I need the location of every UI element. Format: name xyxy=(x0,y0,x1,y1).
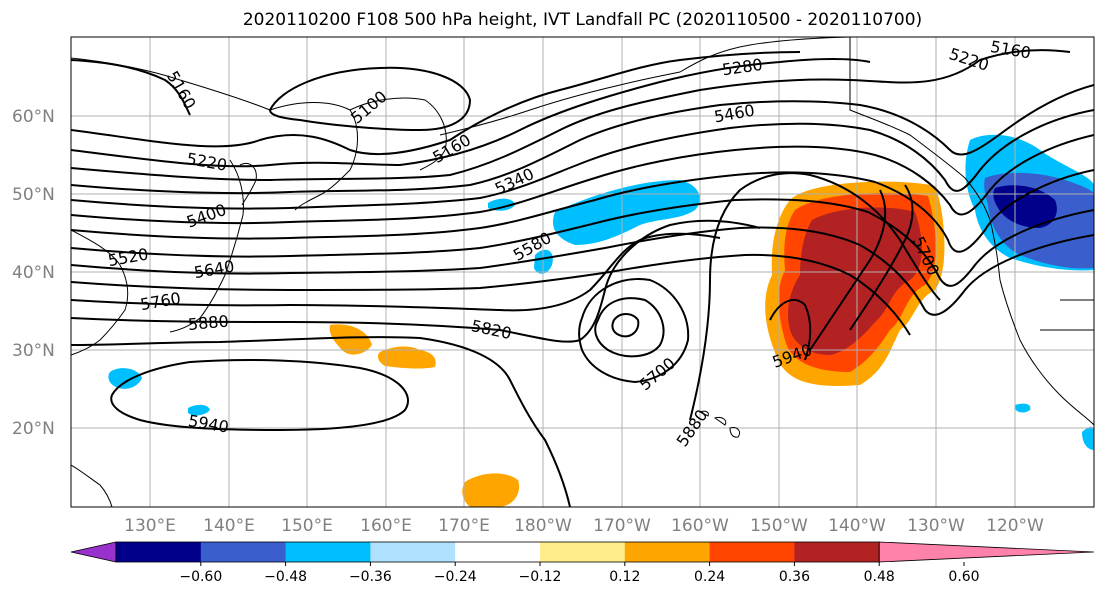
colorbar-tick-label: 0.12 xyxy=(609,569,640,585)
ivt-positive-patch-a xyxy=(329,324,372,355)
colorbar-tick-label: 0.48 xyxy=(864,569,895,585)
lon-label: 170°W xyxy=(593,516,651,536)
ivt-positive-patch-c xyxy=(462,473,520,507)
longitude-labels: 130°E 140°E 150°E 160°E 170°E 180°W 170°… xyxy=(124,516,1044,536)
lon-label: 140°W xyxy=(828,516,886,536)
map-title: 2020110200 F108 500 hPa height, IVT Land… xyxy=(242,10,923,30)
ivt-negative-patch-b xyxy=(488,198,515,211)
ivt-negative-patch-e xyxy=(1015,403,1031,413)
coastlines xyxy=(71,37,1094,507)
colorbar-segment xyxy=(200,542,287,562)
colorbar-segment xyxy=(116,542,202,562)
ivt-positive-patch-b xyxy=(377,346,436,369)
colorbar-segment xyxy=(370,542,456,562)
colorbar-tick-label: 0.24 xyxy=(694,569,725,585)
lat-label: 30°N xyxy=(12,341,55,361)
lon-label: 120°W xyxy=(986,516,1044,536)
lon-label: 130°W xyxy=(907,516,965,536)
colorbar-tick-label: −0.12 xyxy=(519,569,562,585)
lon-label: 160°E xyxy=(360,516,412,536)
colorbar-tick-label: −0.36 xyxy=(349,569,392,585)
colorbar-tick-label: −0.48 xyxy=(264,569,307,585)
lon-label: 180°W xyxy=(514,516,572,536)
colorbar-tick-label: −0.24 xyxy=(434,569,477,585)
ivt-negative-west-coast-inner xyxy=(993,185,1057,228)
ivt-negative-band-central xyxy=(552,180,700,245)
lat-label: 40°N xyxy=(12,263,55,283)
colorbar-outline xyxy=(115,541,880,563)
map-frame xyxy=(70,36,1095,508)
ivt-negative-patch-d xyxy=(188,404,210,416)
colorbar-segment xyxy=(624,542,711,562)
colorbar-tick-label: 0.60 xyxy=(948,569,979,585)
height-contours xyxy=(71,49,1094,507)
lon-label: 130°E xyxy=(124,516,176,536)
lon-label: 150°E xyxy=(281,516,333,536)
ivt-negative-patch-f xyxy=(1082,426,1094,450)
colorbar-extend-min xyxy=(70,541,117,563)
colorbar-segment xyxy=(709,542,795,562)
lon-label: 150°W xyxy=(750,516,808,536)
colorbar-extend-max xyxy=(878,541,1095,563)
colorbar-segment xyxy=(540,542,626,562)
lat-label: 60°N xyxy=(12,107,55,127)
lat-label: 20°N xyxy=(12,419,55,439)
ivt-negative-patch-c xyxy=(108,368,142,389)
colorbar-tick-label: −0.60 xyxy=(179,569,222,585)
lon-label: 170°E xyxy=(438,516,490,536)
colorbar: −0.60 −0.48 −0.36 −0.24 −0.12 0.12 0.24 0.36 0.4… xyxy=(70,541,1095,585)
colorbar-segment xyxy=(455,542,541,562)
latitude-labels: 60°N 50°N 40°N 30°N 20°N xyxy=(12,107,55,439)
contour-label: 5880 xyxy=(187,312,229,334)
lon-label: 140°E xyxy=(203,516,255,536)
colorbar-tick-label: 0.36 xyxy=(779,569,810,585)
lon-label: 160°W xyxy=(671,516,729,536)
colorbar-segment xyxy=(285,542,371,562)
colorbar-segment xyxy=(794,542,880,562)
lat-label: 50°N xyxy=(12,185,55,205)
